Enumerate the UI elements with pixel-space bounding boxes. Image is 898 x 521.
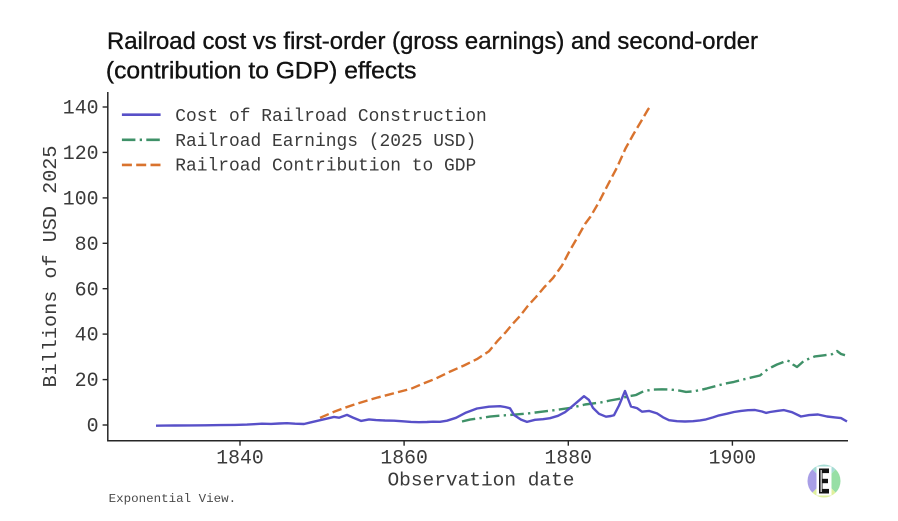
svg-text:20: 20 — [75, 370, 99, 393]
svg-text:80: 80 — [75, 234, 99, 257]
svg-text:100: 100 — [63, 189, 99, 212]
svg-text:140: 140 — [63, 98, 99, 121]
svg-text:Exponential View.: Exponential View. — [109, 492, 237, 506]
svg-text:40: 40 — [75, 325, 99, 348]
svg-text:0: 0 — [87, 416, 99, 439]
svg-text:Observation date: Observation date — [388, 469, 575, 491]
svg-text:Railroad cost vs first-order (: Railroad cost vs first-order (gross earn… — [107, 29, 758, 55]
svg-text:60: 60 — [75, 279, 99, 302]
svg-text:Cost of Railroad Construction: Cost of Railroad Construction — [175, 107, 487, 127]
svg-text:(contribution to GDP) effects: (contribution to GDP) effects — [106, 58, 417, 84]
svg-text:1840: 1840 — [216, 447, 264, 470]
svg-text:120: 120 — [63, 143, 99, 166]
svg-text:1860: 1860 — [380, 447, 428, 470]
svg-text:Billions of USD 2025: Billions of USD 2025 — [40, 146, 62, 388]
svg-text:Railroad Contribution to GDP: Railroad Contribution to GDP — [175, 157, 476, 177]
svg-text:Railroad Earnings (2025 USD): Railroad Earnings (2025 USD) — [175, 132, 476, 152]
svg-text:1880: 1880 — [545, 447, 593, 470]
svg-text:1900: 1900 — [709, 447, 757, 470]
